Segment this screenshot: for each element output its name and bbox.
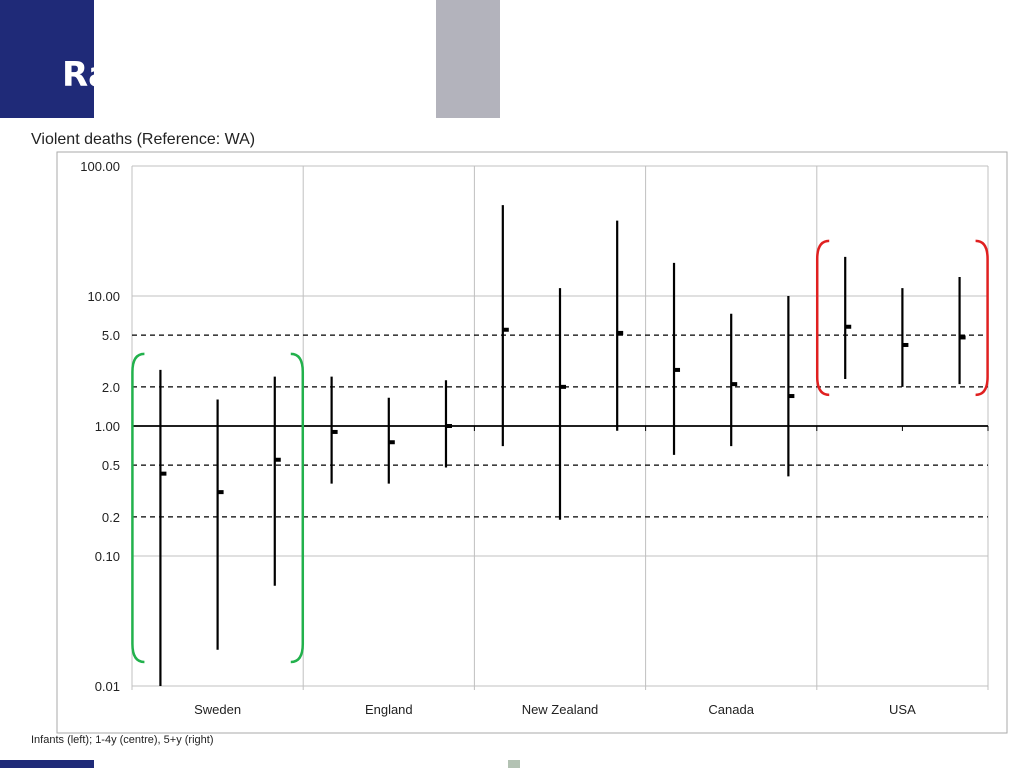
point-estimate [388,440,395,445]
point-estimate [845,324,852,329]
highlight-bracket-sweden [290,352,305,664]
y-tick-label: 0.10 [95,549,120,564]
title-cover [94,0,436,118]
chart-title: Violent deaths (Reference: WA) [31,131,256,148]
point-estimate [445,424,452,428]
y-tick-label: 0.5 [102,458,120,473]
chart-footnote: Infants (left); 1-4y (centre), 5+y (righ… [31,734,214,746]
y-tick-label: 0.01 [95,679,120,694]
category-label: Sweden [194,702,241,717]
header-grey-block [436,0,500,118]
footer-band [0,760,94,768]
point-estimate [331,429,338,434]
point-estimate [502,327,509,332]
point-estimate [560,384,566,389]
highlight-bracket-usa [815,239,830,397]
category-label: USA [889,702,916,717]
chart-frame [56,151,1008,734]
category-label: England [365,702,413,717]
category-label: New Zealand [522,702,599,717]
highlight-bracket-sweden [131,352,145,664]
y-tick-label: 100.00 [80,159,120,174]
point-estimate [788,394,795,399]
title-band [0,0,94,118]
point-estimate [617,330,624,335]
footer-grey-mark [508,760,520,768]
y-tick-label: 2.0 [102,380,120,395]
point-estimate [217,490,224,495]
y-tick-label: 0.2 [102,510,120,525]
highlight-bracket-usa [975,239,989,397]
point-estimate [959,335,966,340]
y-tick-label: 1.00 [95,419,120,434]
y-tick-label: 5.0 [102,328,120,343]
point-estimate [902,342,909,347]
point-estimate [731,382,738,387]
point-estimate [674,367,681,372]
point-estimate [274,457,281,462]
y-tick-label: 10.00 [87,289,120,304]
point-estimate [160,471,167,476]
category-label: Canada [708,702,754,717]
